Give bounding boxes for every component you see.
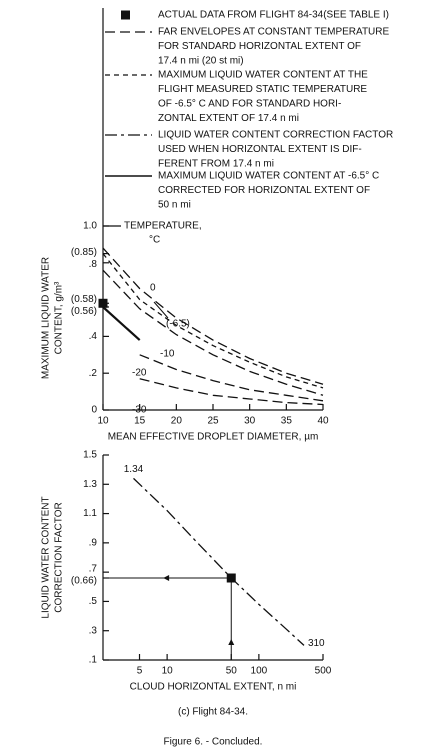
y-tick-label: .8 xyxy=(89,259,98,270)
y-tick-label: 1.5 xyxy=(83,450,97,461)
x-tick-label: 500 xyxy=(315,666,332,677)
y-tick-label: .4 xyxy=(89,331,98,342)
data-point xyxy=(226,573,236,583)
curve xyxy=(102,306,141,341)
y-tick-label: 1.0 xyxy=(83,221,97,232)
arrowhead xyxy=(163,575,170,581)
y-tick-label: (0.66) xyxy=(71,576,97,587)
curve xyxy=(102,269,324,396)
y-tick-label: .3 xyxy=(89,625,98,636)
y-axis-title: CONTENT, g/m³ xyxy=(54,281,65,354)
curve xyxy=(139,354,324,402)
legend-text: CORRECTED FOR HORIZONTAL EXTENT OF xyxy=(158,185,370,196)
curve-label: -20 xyxy=(132,368,147,379)
y-tick-label: (0.56) xyxy=(71,306,97,317)
legend-text: ACTUAL DATA FROM FLIGHT 84-34(SEE TABLE … xyxy=(158,10,389,21)
x-tick-label: 20 xyxy=(171,416,183,427)
legend-text: MAXIMUM LIQUID WATER CONTENT AT -6.5° C xyxy=(158,171,379,182)
x-tick-label: 25 xyxy=(207,416,219,427)
y-axis-title: LIQUID WATER CONTENT xyxy=(41,496,52,618)
curve-label: -30 xyxy=(132,405,147,416)
y-tick-label: 1.3 xyxy=(83,479,97,490)
x-tick-label: 50 xyxy=(226,666,238,677)
x-tick-label: 5 xyxy=(137,666,143,677)
y-tick-label: .5 xyxy=(89,596,98,607)
y-tick-label: (0.85) xyxy=(71,247,97,258)
legend-text: ZONTAL EXTENT OF 17.4 n mi xyxy=(158,113,299,124)
x-axis-title: MEAN EFFECTIVE DROPLET DIAMETER, µm xyxy=(108,432,319,443)
annotation: 310 xyxy=(308,638,325,649)
x-tick-label: 35 xyxy=(281,416,293,427)
curve-label: -10 xyxy=(160,349,175,360)
annotation: °C xyxy=(149,235,160,246)
legend-text: OF -6.5° C AND FOR STANDARD HORI- xyxy=(158,99,341,110)
arrowhead xyxy=(228,639,235,645)
y-axis-title: MAXIMUM LIQUID WATER xyxy=(41,257,52,379)
x-tick-label: 10 xyxy=(162,666,174,677)
x-tick-label: 15 xyxy=(134,416,146,427)
curve xyxy=(102,247,324,385)
curve-label: (-6.5) xyxy=(166,319,190,330)
curve-label: 0 xyxy=(150,283,156,294)
y-tick-label: 0 xyxy=(91,405,97,416)
y-tick-label: 1.1 xyxy=(83,508,97,519)
legend-text: USED WHEN HORIZONTAL EXTENT IS DIF- xyxy=(158,144,362,155)
y-tick-label: .2 xyxy=(89,368,98,379)
legend-text: FOR STANDARD HORIZONTAL EXTENT OF xyxy=(158,41,361,52)
y-tick-label: .7 xyxy=(89,564,98,575)
legend-text: FLIGHT MEASURED STATIC TEMPERATURE xyxy=(158,84,367,95)
curve xyxy=(133,477,305,646)
x-tick-label: 100 xyxy=(251,666,268,677)
leader xyxy=(153,301,169,319)
legend-text: MAXIMUM LIQUID WATER CONTENT AT THE xyxy=(158,70,368,81)
curve xyxy=(102,253,324,389)
legend-marker xyxy=(121,10,130,20)
x-tick-label: 30 xyxy=(244,416,256,427)
annotation: 1.34 xyxy=(124,464,144,475)
caption: (c) Flight 84-34. xyxy=(178,707,248,718)
annotation: TEMPERATURE, xyxy=(124,221,202,232)
legend-text: FERENT FROM 17.4 n mi xyxy=(158,159,274,170)
figure-label: Figure 6. - Concluded. xyxy=(164,737,263,748)
y-tick-label: .1 xyxy=(89,655,98,666)
y-tick-label: .9 xyxy=(89,537,98,548)
curve xyxy=(139,378,324,406)
y-axis-title: CORRECTION FACTOR xyxy=(54,502,65,612)
x-axis-title: CLOUD HORIZONTAL EXTENT, n mi xyxy=(130,682,297,693)
x-tick-label: 40 xyxy=(317,416,329,427)
legend-text: FAR ENVELOPES AT CONSTANT TEMPERATURE xyxy=(158,27,389,38)
y-tick-label: (0.58) xyxy=(71,294,97,305)
legend-text: LIQUID WATER CONTENT CORRECTION FACTOR xyxy=(158,130,393,141)
x-tick-label: 10 xyxy=(97,416,109,427)
data-point xyxy=(98,298,108,308)
legend-text: 17.4 n mi (20 st mi) xyxy=(158,56,244,67)
legend-text: 50 n mi xyxy=(158,200,191,211)
